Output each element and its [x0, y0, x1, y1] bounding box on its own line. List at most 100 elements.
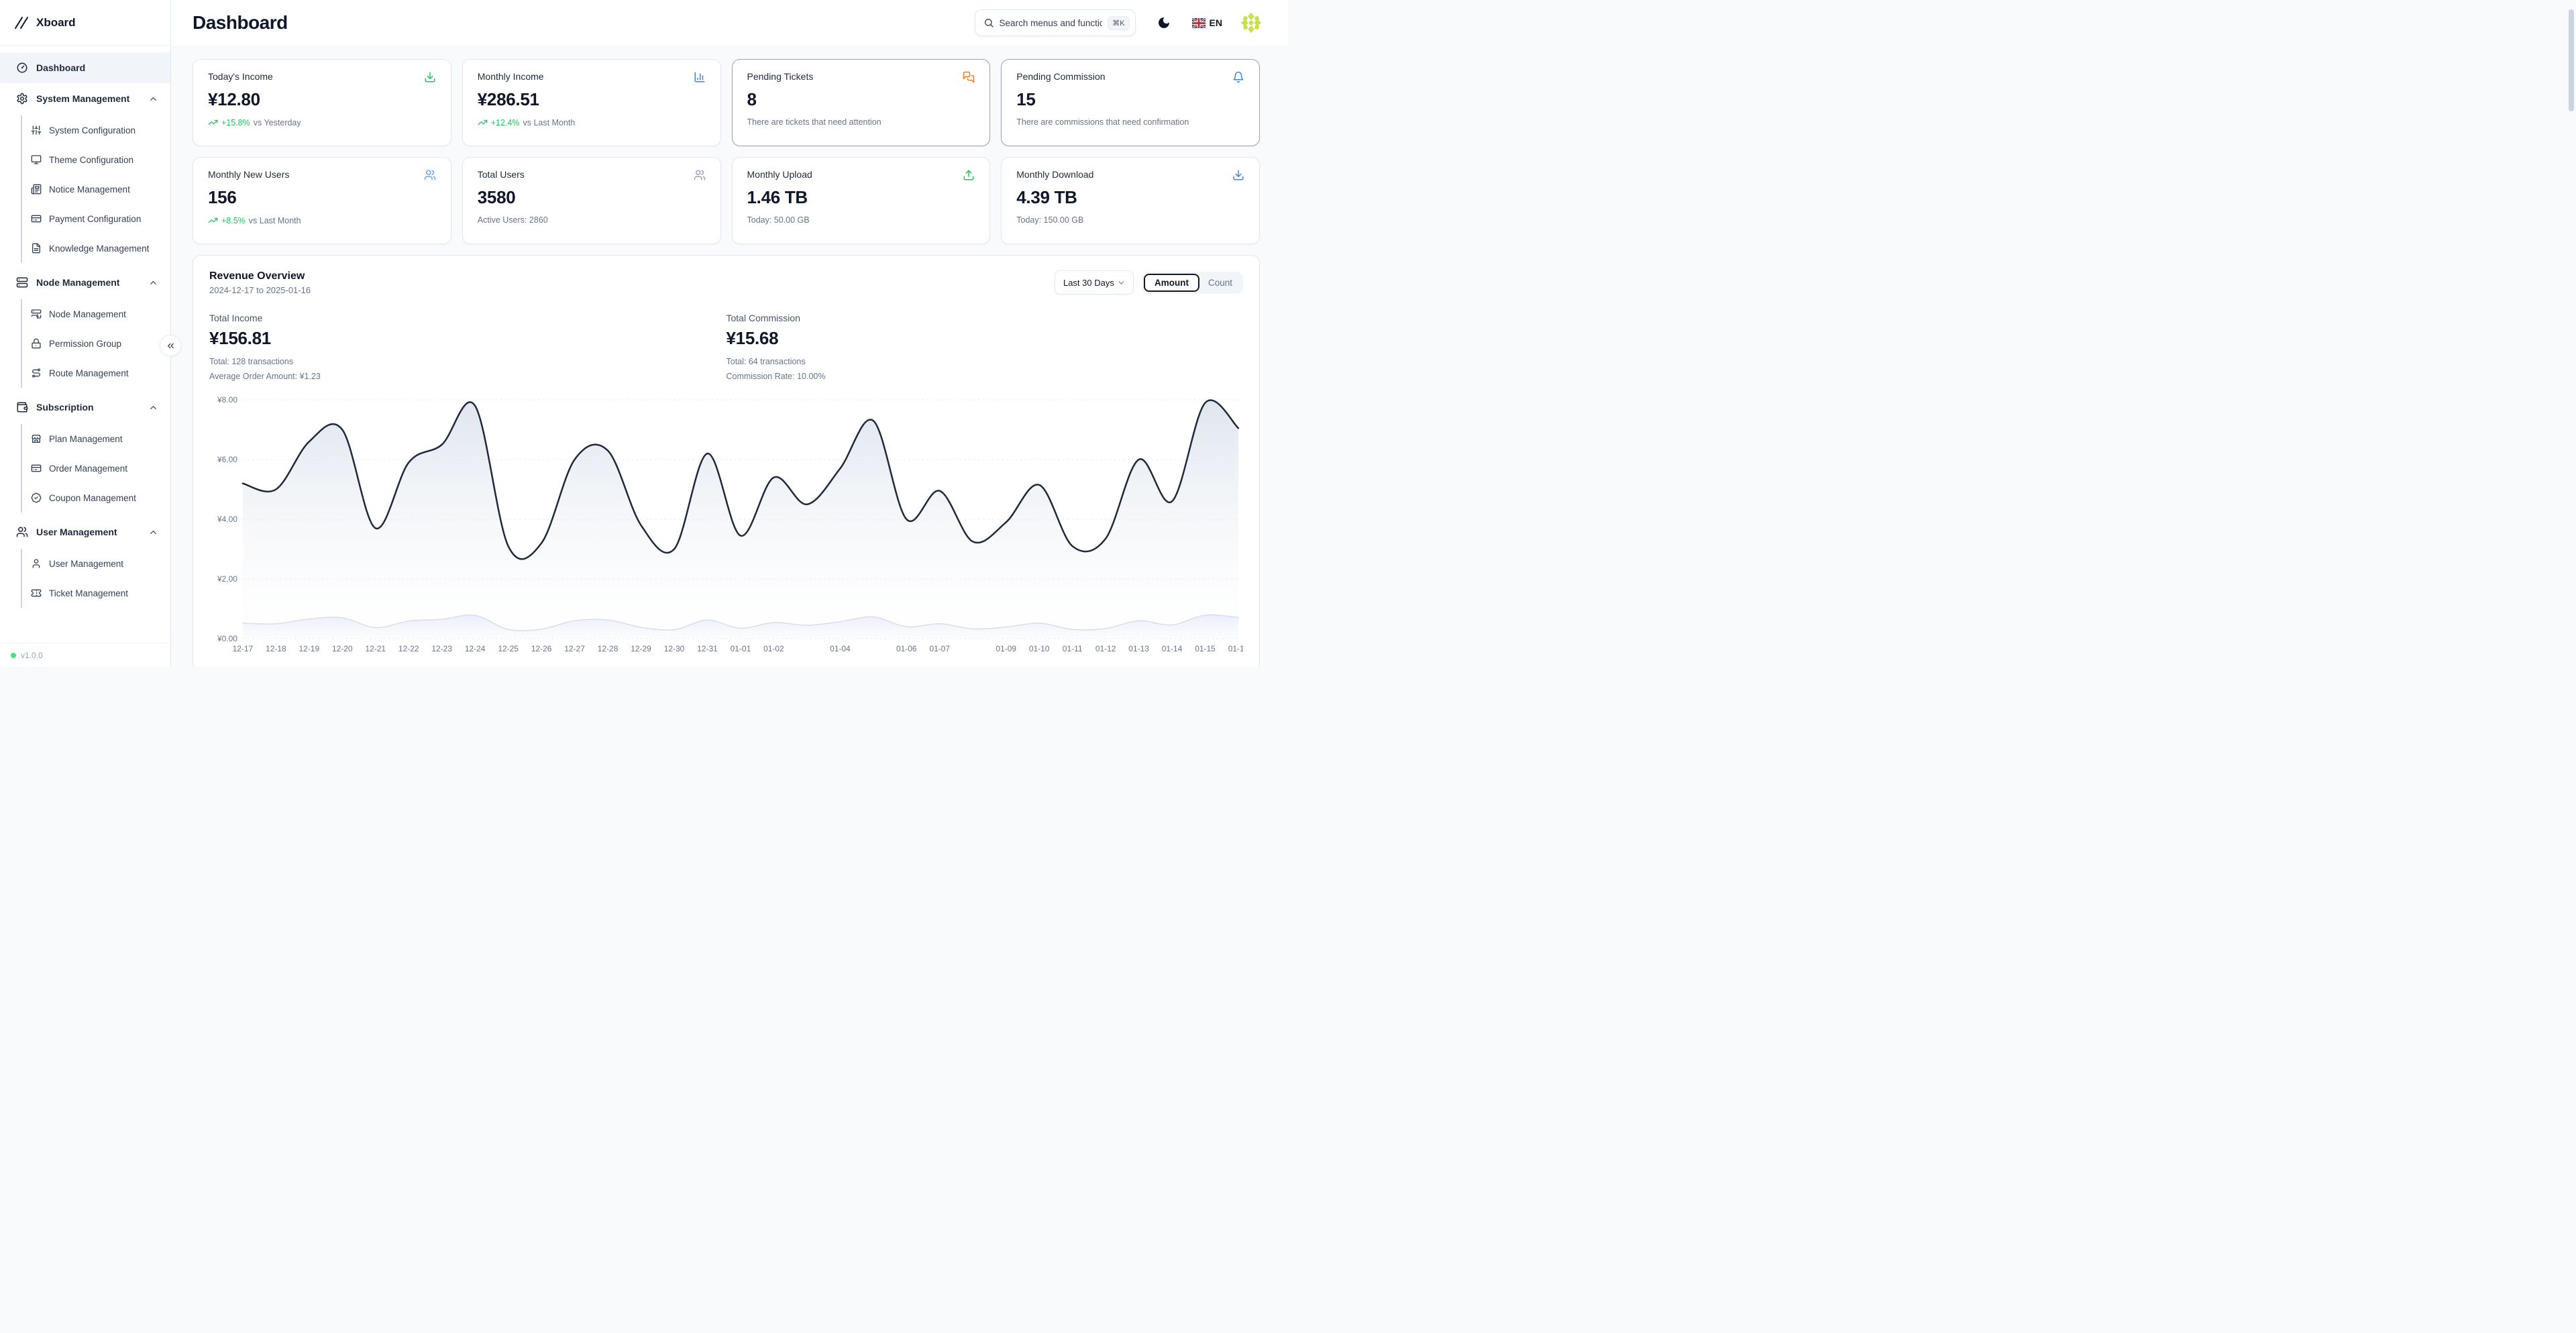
- revenue-chart: ¥0.00 ¥2.00 ¥4.00 ¥6.00 ¥8.00 12-17 12-18 12-19…: [217, 395, 1243, 653]
- card-monthly-download: Monthly Download 4.39 TB Today: 150.00 G…: [1001, 157, 1260, 244]
- sidebar-item-label: Node Management: [49, 309, 126, 319]
- trend-suffix: vs Last Month: [248, 215, 301, 225]
- svg-text:01-02: 01-02: [763, 644, 784, 653]
- sidebar-item-order-management[interactable]: Order Management: [21, 454, 170, 483]
- total-income-label: Total Income: [209, 313, 263, 323]
- sidebar-item-label: Plan Management: [49, 433, 123, 444]
- chevron-up-icon: [150, 280, 156, 284]
- toggle-count-button[interactable]: Count: [1199, 274, 1241, 292]
- app-name: Xboard: [36, 15, 76, 29]
- sidebar-item-notice-management[interactable]: Notice Management: [21, 174, 170, 204]
- sidebar-item-label: User Management: [49, 558, 124, 569]
- bar-chart-icon: [694, 72, 704, 83]
- sidebar-item-system-configuration[interactable]: System Configuration: [21, 115, 170, 145]
- credit-card-icon: [31, 464, 42, 472]
- users-icon: [694, 170, 705, 180]
- svg-text:01-12: 01-12: [1095, 644, 1116, 653]
- sidebar-item-label: Route Management: [49, 368, 129, 378]
- svg-text:12-22: 12-22: [398, 644, 419, 653]
- credit-card-icon: [31, 215, 42, 223]
- period-select[interactable]: Last 30 Days: [1054, 270, 1134, 295]
- sidebar-item-plan-management[interactable]: Plan Management: [21, 424, 170, 454]
- card-monthly-new-users: Monthly New Users 156 +8.5% vs Last Mont…: [193, 157, 451, 244]
- sidebar-subnav-node: Node Management Permission Group Route M…: [0, 299, 170, 388]
- chevrons-left-icon: [167, 343, 174, 348]
- stats-row-2: Monthly New Users 156 +8.5% vs Last Mont…: [193, 157, 1260, 244]
- card-pending-tickets[interactable]: Pending Tickets 8 There are tickets that…: [731, 59, 991, 146]
- card-title: Today's Income: [208, 71, 273, 82]
- sidebar-item-label: Ticket Management: [49, 588, 129, 598]
- sidebar-group-label: Subscription: [36, 402, 94, 413]
- card-trend: +12.4% vs Last Month: [478, 117, 706, 127]
- sidebar-item-label: Theme Configuration: [49, 154, 134, 165]
- total-commission-block: Total Commission ¥15.68 Total: 64 transa…: [727, 313, 1244, 384]
- sidebar-group-user-management[interactable]: User Management: [0, 517, 170, 547]
- stats-row-1: Today's Income ¥12.80 +15.8% vs Yesterda…: [193, 59, 1260, 146]
- svg-text:12-24: 12-24: [465, 644, 486, 653]
- toggle-amount-button[interactable]: Amount: [1143, 273, 1199, 292]
- header: Dashboard Search menus and functions... …: [171, 0, 1288, 46]
- wallet-icon: [17, 402, 28, 413]
- svg-text:01-09: 01-09: [996, 644, 1016, 653]
- commission-rate: Commission Rate: 10.00%: [726, 371, 826, 381]
- total-commission-transactions: Total: 64 transactions: [726, 357, 806, 366]
- moon-icon: [1158, 17, 1169, 28]
- svg-text:01-15: 01-15: [1195, 644, 1216, 653]
- card-subtitle: There are commissions that need confirma…: [1016, 117, 1189, 127]
- svg-text:12-27: 12-27: [564, 644, 585, 653]
- sidebar-item-coupon-management[interactable]: Coupon Management: [21, 483, 170, 513]
- sidebar-group-node-management[interactable]: Node Management: [0, 267, 170, 298]
- download-icon: [425, 72, 435, 83]
- sidebar-item-user-management[interactable]: User Management: [21, 549, 170, 578]
- period-select-value: Last 30 Days: [1063, 277, 1114, 288]
- sidebar-item-theme-configuration[interactable]: Theme Configuration: [21, 145, 170, 174]
- sidebar-item-knowledge-management[interactable]: Knowledge Management: [21, 233, 170, 263]
- uk-flag-icon: [1191, 17, 1205, 28]
- search-input[interactable]: Search menus and functions... ⌘K: [974, 9, 1136, 36]
- newspaper-icon: [31, 184, 42, 195]
- chevron-down-icon: [1118, 280, 1124, 284]
- sidebar-item-dashboard[interactable]: Dashboard: [0, 52, 170, 83]
- sidebar: Xboard Dashboard System Management Syste…: [0, 0, 181, 667]
- avatar[interactable]: [1238, 10, 1264, 36]
- sidebar-item-payment-configuration[interactable]: Payment Configuration: [21, 204, 170, 233]
- svg-text:01-10: 01-10: [1029, 644, 1050, 653]
- sidebar-item-permission-group[interactable]: Permission Group: [21, 329, 170, 358]
- search-placeholder: Search menus and functions...: [999, 17, 1103, 28]
- revenue-overview-card: Revenue Overview 2024-12-17 to 2025-01-1…: [193, 255, 1260, 667]
- trending-up-icon: [478, 119, 488, 125]
- dark-mode-toggle[interactable]: [1152, 11, 1176, 35]
- card-title: Pending Tickets: [747, 71, 814, 82]
- sidebar-group-system-management[interactable]: System Management: [0, 83, 170, 114]
- svg-text:12-28: 12-28: [598, 644, 619, 653]
- revenue-controls: Last 30 Days Amount Count: [1054, 270, 1243, 295]
- svg-text:12-26: 12-26: [531, 644, 552, 653]
- card-value: 156: [208, 187, 237, 207]
- sidebar-collapse-button[interactable]: [160, 335, 181, 356]
- sidebar-item-node-management[interactable]: Node Management: [21, 299, 170, 329]
- average-order-amount: Average Order Amount: ¥1.23: [209, 371, 321, 381]
- svg-text:12-20: 12-20: [332, 644, 353, 653]
- page-title: Dashboard: [193, 12, 288, 33]
- card-title: Monthly New Users: [208, 169, 290, 180]
- chevron-up-icon: [150, 530, 156, 534]
- language-selector[interactable]: EN: [1191, 17, 1222, 28]
- search-icon: [984, 19, 994, 28]
- svg-text:¥0.00: ¥0.00: [217, 634, 237, 643]
- sidebar-group-label: Node Management: [36, 277, 120, 288]
- svg-text:01-06: 01-06: [896, 644, 917, 653]
- card-title: Pending Commission: [1016, 71, 1106, 82]
- card-subtitle: Active Users: 2860: [477, 215, 548, 225]
- sidebar-item-ticket-management[interactable]: Ticket Management: [21, 578, 170, 608]
- card-value: 15: [1016, 89, 1036, 109]
- card-title: Monthly Income: [477, 71, 544, 82]
- card-value: 8: [747, 89, 757, 109]
- card-pending-commission[interactable]: Pending Commission 15 There are commissi…: [1001, 59, 1260, 146]
- card-monthly-upload: Monthly Upload 1.46 TB Today: 50.00 GB: [731, 157, 991, 244]
- avatar-identicon: [1238, 10, 1264, 36]
- svg-text:01-13: 01-13: [1128, 644, 1149, 653]
- user-icon: [32, 559, 40, 568]
- scrollbar-thumb[interactable]: [2569, 9, 2574, 111]
- sidebar-group-subscription[interactable]: Subscription: [0, 392, 170, 423]
- sidebar-item-route-management[interactable]: Route Management: [21, 358, 170, 388]
